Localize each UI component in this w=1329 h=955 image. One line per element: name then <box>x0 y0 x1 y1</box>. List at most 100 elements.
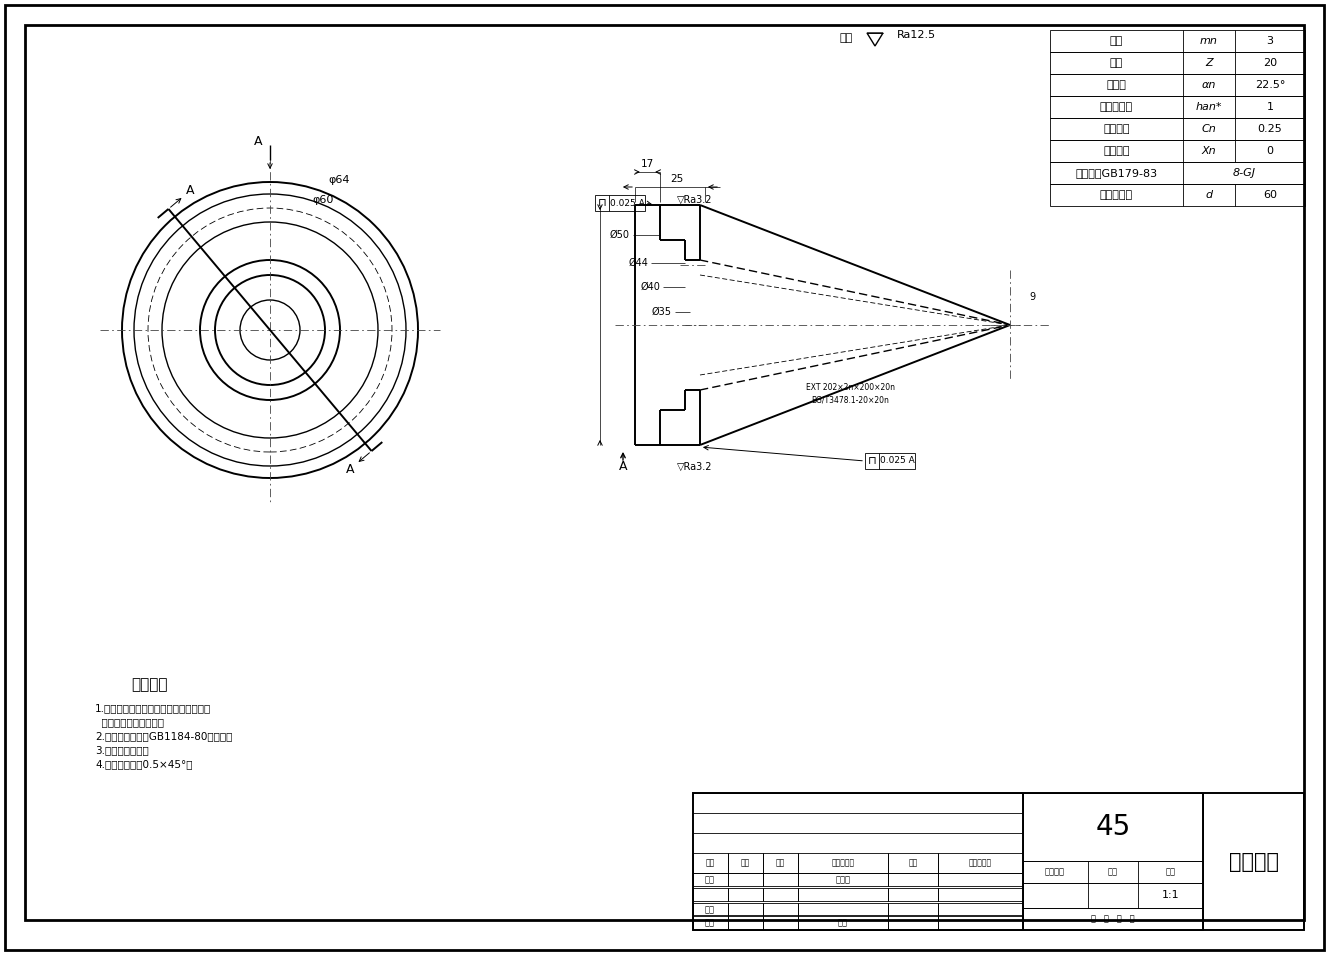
Text: A: A <box>619 460 627 474</box>
Text: 3.去除毛刺飞边。: 3.去除毛刺飞边。 <box>94 745 149 755</box>
Text: Ø44: Ø44 <box>629 258 649 268</box>
Text: 模数: 模数 <box>1110 36 1123 46</box>
Bar <box>692 853 728 873</box>
Bar <box>1050 96 1305 118</box>
Bar <box>1050 184 1305 206</box>
Text: 精度等级GB179-83: 精度等级GB179-83 <box>1075 168 1158 178</box>
Text: han*: han* <box>1196 102 1223 112</box>
Text: Z: Z <box>1205 58 1213 68</box>
Bar <box>888 903 938 916</box>
Bar <box>728 903 763 916</box>
Text: 批准: 批准 <box>839 918 848 927</box>
Text: 1.零件加工表面上，不应有划痕、擦伤等: 1.零件加工表面上，不应有划痕、擦伤等 <box>94 703 211 713</box>
Text: 工艺: 工艺 <box>704 918 715 927</box>
Bar <box>888 873 938 886</box>
Bar <box>797 903 888 916</box>
Text: EXT 202×2n×200×20n: EXT 202×2n×200×20n <box>805 383 894 392</box>
Text: BG/T3478.1-20×20n: BG/T3478.1-20×20n <box>811 395 889 405</box>
Text: Xn: Xn <box>1201 146 1216 156</box>
Text: 更改文件号: 更改文件号 <box>832 859 855 867</box>
Bar <box>692 903 728 916</box>
Text: 年、月、日: 年、月、日 <box>969 859 991 867</box>
Bar <box>692 915 728 930</box>
Bar <box>1050 140 1305 162</box>
Text: 审核: 审核 <box>704 905 715 914</box>
Bar <box>1023 883 1203 908</box>
Bar <box>797 915 888 930</box>
Text: 设计: 设计 <box>704 875 715 884</box>
Text: 其余: 其余 <box>840 33 853 43</box>
Text: 17: 17 <box>641 159 654 169</box>
Bar <box>797 888 888 901</box>
Bar <box>1050 162 1305 184</box>
Text: 标记阶段: 标记阶段 <box>1045 867 1065 877</box>
Text: ▽Ra3.2: ▽Ra3.2 <box>678 462 712 472</box>
Text: 签名: 签名 <box>909 859 917 867</box>
Bar <box>888 853 938 873</box>
Text: A: A <box>346 462 355 476</box>
Text: 0: 0 <box>1267 146 1273 156</box>
Text: Ø35: Ø35 <box>653 307 672 317</box>
Bar <box>1050 74 1305 96</box>
Text: 8-GJ: 8-GJ <box>1232 168 1256 178</box>
Text: 2.未注公差尺寸按GB1184-80的要求。: 2.未注公差尺寸按GB1184-80的要求。 <box>94 731 233 741</box>
Text: 0.025 A: 0.025 A <box>880 456 914 465</box>
Text: A: A <box>254 136 262 148</box>
Text: A: A <box>186 184 194 198</box>
Text: 比例: 比例 <box>1166 867 1176 877</box>
Text: 1:1: 1:1 <box>1162 890 1180 900</box>
Bar <box>728 915 763 930</box>
Text: 分区: 分区 <box>776 859 785 867</box>
Text: αn: αn <box>1201 80 1216 90</box>
Text: Ra12.5: Ra12.5 <box>897 30 936 40</box>
Text: 9: 9 <box>1029 292 1035 302</box>
Bar <box>938 873 1023 886</box>
Bar <box>888 915 938 930</box>
Text: 标准化: 标准化 <box>836 875 851 884</box>
Text: 45: 45 <box>1095 813 1131 841</box>
Bar <box>692 888 728 901</box>
Bar <box>595 195 645 211</box>
Text: 25: 25 <box>670 174 683 184</box>
Bar <box>763 853 797 873</box>
Bar <box>763 903 797 916</box>
Bar <box>728 873 763 886</box>
Text: 变位系数: 变位系数 <box>1103 146 1130 156</box>
Text: 半轴齿轮: 半轴齿轮 <box>1228 852 1278 872</box>
Bar <box>938 888 1023 901</box>
Bar <box>797 873 888 886</box>
Text: 标记: 标记 <box>706 859 715 867</box>
Text: ⊓: ⊓ <box>868 456 876 466</box>
Bar <box>1050 52 1305 74</box>
Text: 60: 60 <box>1263 190 1277 200</box>
Text: d: d <box>1205 190 1212 200</box>
Text: 压力角: 压力角 <box>1107 80 1127 90</box>
Text: φ64: φ64 <box>328 175 350 185</box>
Bar <box>1023 861 1203 883</box>
Text: ▽Ra3.2: ▽Ra3.2 <box>678 195 712 205</box>
Bar <box>1023 908 1203 930</box>
Bar <box>797 853 888 873</box>
Text: Ø40: Ø40 <box>641 282 661 292</box>
Text: 第   张   共   张: 第 张 共 张 <box>1091 915 1135 923</box>
Text: mn: mn <box>1200 36 1217 46</box>
Text: 技术要求: 技术要求 <box>132 677 169 692</box>
Text: 22.5°: 22.5° <box>1255 80 1285 90</box>
Text: 齿数: 齿数 <box>1110 58 1123 68</box>
Text: φ60: φ60 <box>312 195 334 205</box>
Bar <box>728 853 763 873</box>
Bar <box>865 453 914 469</box>
Text: 20: 20 <box>1263 58 1277 68</box>
Bar <box>1050 30 1305 52</box>
Text: 0.25: 0.25 <box>1257 124 1282 134</box>
Text: 分度圆直径: 分度圆直径 <box>1100 190 1134 200</box>
Bar <box>728 888 763 901</box>
Text: Ø50: Ø50 <box>610 230 630 240</box>
Bar <box>692 793 1304 930</box>
Bar <box>1050 118 1305 140</box>
Text: 0.025 A: 0.025 A <box>610 199 645 207</box>
Bar <box>763 888 797 901</box>
Text: 损伤零件表面的缺陷。: 损伤零件表面的缺陷。 <box>94 717 163 727</box>
Text: 3: 3 <box>1267 36 1273 46</box>
Bar <box>938 915 1023 930</box>
